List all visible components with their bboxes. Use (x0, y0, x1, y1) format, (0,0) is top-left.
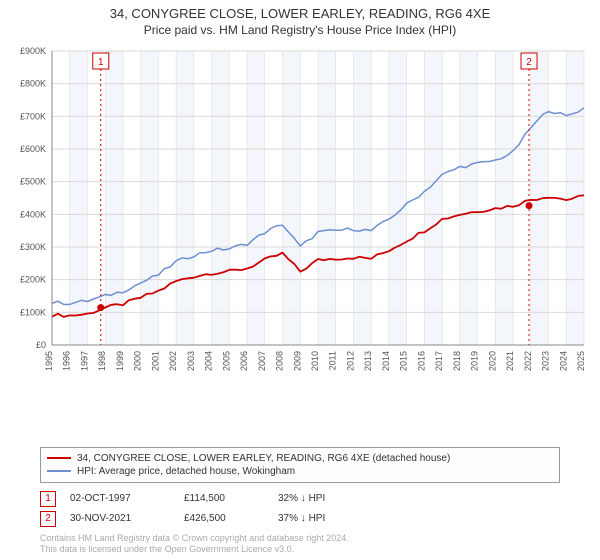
line-chart: £0 £100K £200K £300K £400K £500K £600K £700K £80… (8, 43, 592, 383)
svg-text:£900K: £900K (20, 46, 46, 56)
svg-text:2005: 2005 (221, 351, 231, 371)
marker-date: 02-OCT-1997 (70, 493, 170, 504)
legend-swatch (47, 457, 71, 459)
legend-item: 34, CONYGREE CLOSE, LOWER EARLEY, READIN… (47, 452, 553, 465)
marker-badge: 1 (40, 491, 56, 507)
svg-text:2017: 2017 (434, 351, 444, 371)
svg-text:2011: 2011 (328, 351, 338, 370)
legend-swatch (47, 470, 71, 472)
chart-area: £0 £100K £200K £300K £400K £500K £600K £700K £80… (0, 39, 600, 441)
chart-title: 34, CONYGREE CLOSE, LOWER EARLEY, READIN… (0, 0, 600, 39)
svg-text:2015: 2015 (399, 351, 409, 371)
svg-text:2013: 2013 (363, 351, 373, 371)
svg-text:1: 1 (98, 57, 104, 68)
svg-text:2009: 2009 (292, 351, 302, 371)
svg-text:2008: 2008 (275, 351, 285, 371)
svg-text:£800K: £800K (20, 79, 46, 89)
svg-text:2000: 2000 (133, 351, 143, 371)
svg-text:2010: 2010 (310, 351, 320, 371)
svg-text:2001: 2001 (150, 351, 160, 371)
svg-text:2004: 2004 (204, 351, 214, 371)
svg-text:2020: 2020 (487, 351, 497, 371)
svg-text:£600K: £600K (20, 144, 46, 154)
svg-text:1998: 1998 (97, 351, 107, 371)
title-line-1: 34, CONYGREE CLOSE, LOWER EARLEY, READIN… (8, 6, 592, 21)
legend-item: HPI: Average price, detached house, Woki… (47, 465, 553, 478)
marker-row: 2 30-NOV-2021 £426,500 37% ↓ HPI (40, 509, 560, 529)
legend-label: 34, CONYGREE CLOSE, LOWER EARLEY, READIN… (77, 453, 450, 464)
legend-label: HPI: Average price, detached house, Woki… (77, 466, 295, 477)
svg-text:1995: 1995 (44, 351, 54, 371)
svg-text:2025: 2025 (576, 351, 586, 371)
svg-text:2014: 2014 (381, 351, 391, 371)
marker-date: 30-NOV-2021 (70, 513, 170, 524)
svg-text:2: 2 (526, 57, 532, 68)
marker-price: £426,500 (184, 513, 264, 524)
marker-row: 1 02-OCT-1997 £114,500 32% ↓ HPI (40, 489, 560, 509)
title-line-2: Price paid vs. HM Land Registry's House … (8, 23, 592, 37)
svg-text:2021: 2021 (505, 351, 515, 371)
svg-text:2024: 2024 (558, 351, 568, 371)
svg-text:1997: 1997 (79, 351, 89, 371)
legend: 34, CONYGREE CLOSE, LOWER EARLEY, READIN… (40, 447, 560, 483)
svg-text:2002: 2002 (168, 351, 178, 371)
svg-text:£200K: £200K (20, 275, 46, 285)
svg-text:£100K: £100K (20, 307, 46, 317)
svg-text:2016: 2016 (416, 351, 426, 371)
svg-text:£500K: £500K (20, 177, 46, 187)
svg-text:2006: 2006 (239, 351, 249, 371)
license-line-2: This data is licensed under the Open Gov… (40, 544, 560, 556)
svg-text:£0: £0 (36, 340, 46, 350)
svg-text:£300K: £300K (20, 242, 46, 252)
svg-text:2007: 2007 (257, 351, 267, 371)
license-text: Contains HM Land Registry data © Crown c… (40, 533, 560, 556)
marker-table: 1 02-OCT-1997 £114,500 32% ↓ HPI 2 30-NOV-202… (40, 489, 560, 529)
svg-text:2012: 2012 (345, 351, 355, 371)
svg-text:2019: 2019 (470, 351, 480, 371)
marker-diff: 37% ↓ HPI (278, 513, 398, 524)
svg-text:2022: 2022 (523, 351, 533, 371)
svg-text:£700K: £700K (20, 111, 46, 121)
svg-text:2018: 2018 (452, 351, 462, 371)
svg-text:1999: 1999 (115, 351, 125, 371)
license-line-1: Contains HM Land Registry data © Crown c… (40, 533, 560, 545)
svg-text:2003: 2003 (186, 351, 196, 371)
marker-diff: 32% ↓ HPI (278, 493, 398, 504)
svg-text:1996: 1996 (62, 351, 72, 371)
svg-text:£400K: £400K (20, 209, 46, 219)
svg-text:2023: 2023 (541, 351, 551, 371)
marker-price: £114,500 (184, 493, 264, 504)
marker-badge: 2 (40, 511, 56, 527)
